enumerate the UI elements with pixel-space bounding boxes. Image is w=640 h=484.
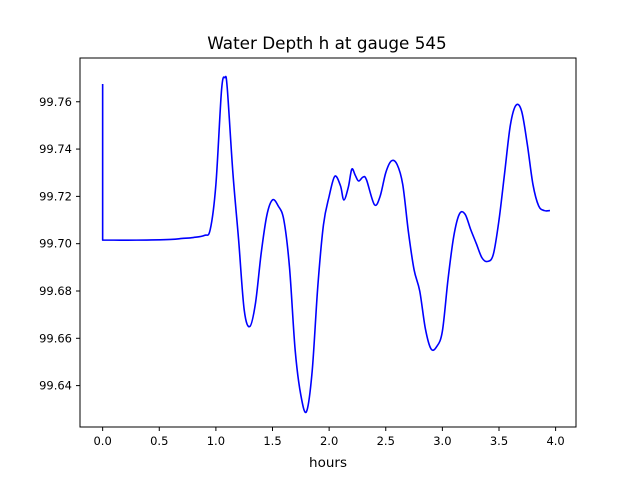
x-tick-label: 3.5	[490, 434, 508, 448]
y-tick-label: 99.76	[39, 95, 72, 109]
series-line	[101, 75, 551, 414]
plot-frame	[79, 57, 577, 428]
y-axis: 99.64 99.66 99.68 99.70 99.72 99.74 99.76	[39, 95, 80, 393]
series-layer	[101, 75, 551, 414]
x-tick-label: 3.0	[433, 434, 451, 448]
x-tick-label: 0.0	[93, 434, 111, 448]
x-tick-label: 1.5	[263, 434, 281, 448]
x-tick-label: 2.0	[320, 434, 338, 448]
y-tick-label: 99.68	[39, 284, 72, 298]
y-tick-label: 99.72	[39, 189, 72, 203]
y-tick-label: 99.66	[39, 331, 72, 345]
y-tick-label: 99.74	[39, 142, 72, 156]
x-axis: 0.0 0.5 1.0 1.5 2.0 2.5 3.0 3.5 4.0	[93, 427, 565, 448]
x-axis-label: hours	[309, 455, 347, 471]
plot-area	[79, 57, 577, 428]
y-tick-label: 99.64	[39, 379, 72, 393]
x-tick-label: 4.0	[546, 434, 564, 448]
x-tick-label: 2.5	[377, 434, 395, 448]
y-tick-label: 99.70	[39, 237, 72, 251]
x-tick-label: 0.5	[150, 434, 168, 448]
x-tick-label: 1.0	[207, 434, 225, 448]
chart-title: Water Depth h at gauge 545	[207, 33, 446, 53]
